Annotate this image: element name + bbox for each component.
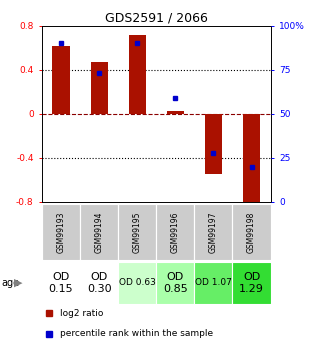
Bar (243, 114, 260, 216)
Bar (156, 204, 194, 260)
Text: OD
1.29: OD 1.29 (239, 272, 264, 294)
Text: log2 ratio: log2 ratio (60, 309, 104, 318)
Text: ▶: ▶ (14, 278, 22, 288)
Bar (42, 262, 80, 304)
Bar (232, 262, 271, 304)
Bar (194, 204, 232, 260)
Bar (80, 204, 118, 260)
Bar (156, 262, 194, 304)
Text: OD
0.15: OD 0.15 (49, 272, 73, 294)
Text: percentile rank within the sample: percentile rank within the sample (60, 329, 213, 338)
Text: OD
0.85: OD 0.85 (163, 272, 188, 294)
Text: GSM99193: GSM99193 (57, 211, 66, 253)
Text: OD 1.07: OD 1.07 (195, 278, 232, 287)
Bar (80, 262, 118, 304)
Bar (53, 46, 70, 114)
Text: GSM99196: GSM99196 (171, 211, 180, 253)
Text: GSM99194: GSM99194 (95, 211, 104, 253)
Bar (205, 114, 222, 174)
Bar (118, 204, 156, 260)
Bar (194, 262, 232, 304)
Text: GSM99197: GSM99197 (209, 211, 218, 253)
Bar (42, 204, 80, 260)
Bar (91, 62, 108, 114)
Text: age: age (2, 278, 20, 288)
Text: OD 0.63: OD 0.63 (119, 278, 156, 287)
Bar (129, 35, 146, 114)
Text: GSM99198: GSM99198 (247, 211, 256, 253)
Bar (232, 204, 271, 260)
Bar (167, 110, 184, 114)
Bar (118, 262, 156, 304)
Title: GDS2591 / 2066: GDS2591 / 2066 (105, 12, 208, 25)
Text: OD
0.30: OD 0.30 (87, 272, 111, 294)
Text: GSM99195: GSM99195 (133, 211, 142, 253)
